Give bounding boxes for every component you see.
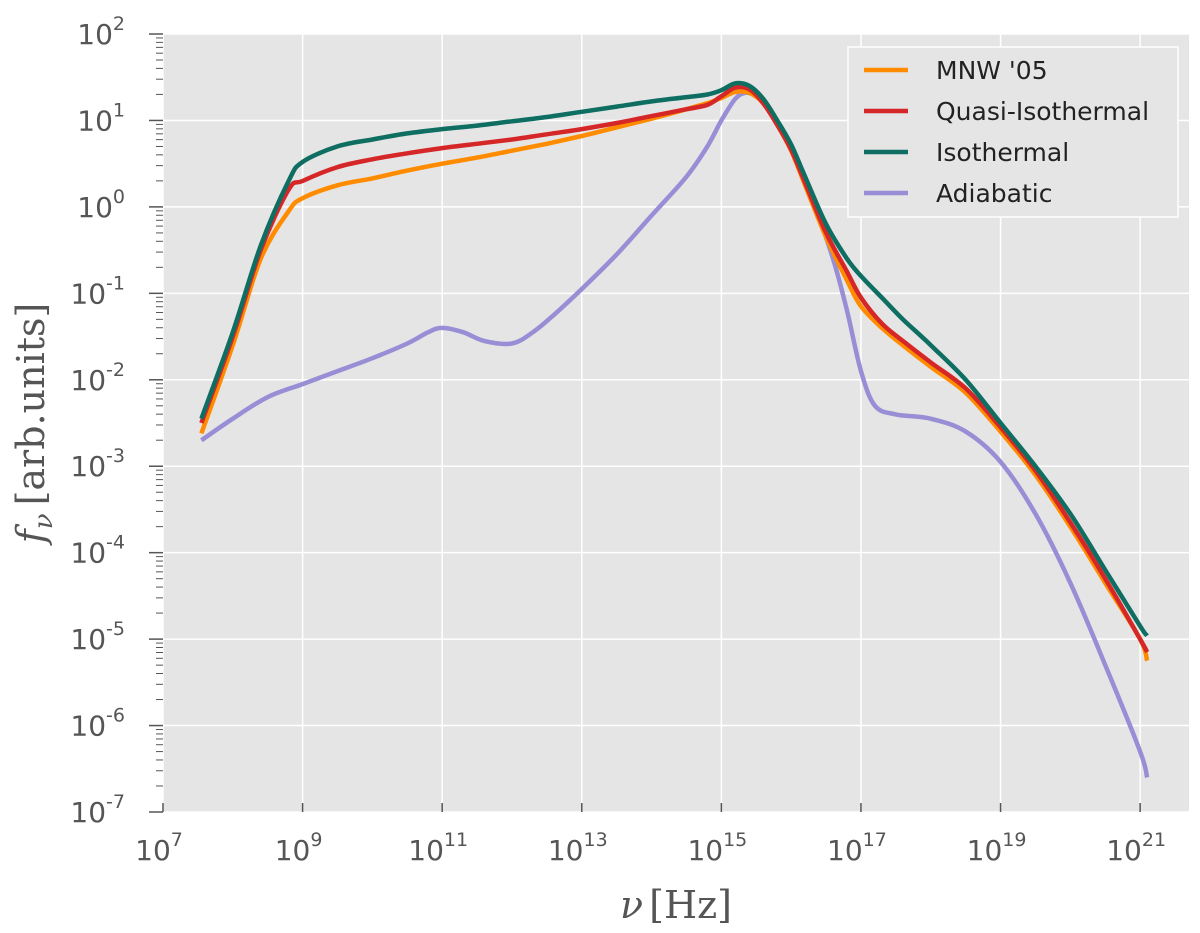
legend-label: Isothermal <box>936 138 1069 167</box>
x-tick-exp: 11 <box>444 829 468 851</box>
x-tick-label: 1017 <box>827 829 887 867</box>
x-axis-symbol: ν <box>620 883 643 927</box>
series-line-adiabatic <box>200 90 1150 778</box>
x-tick-labels: 107 109 1011 1013 1015 1017 1019 1021 <box>135 829 1166 867</box>
x-tick-label: 1021 <box>1106 829 1166 867</box>
legend-label: MNW '05 <box>936 56 1048 85</box>
x-tick-base: 10 <box>827 834 863 867</box>
series-layer <box>199 80 1150 778</box>
y-tick-exp: -4 <box>106 532 125 554</box>
legend-box <box>847 46 1179 218</box>
x-tick-exp: 19 <box>1002 829 1026 851</box>
y-tick-base: 10 <box>70 710 106 743</box>
minor-ticks <box>149 33 1141 813</box>
x-tick-label: 109 <box>275 829 323 867</box>
y-tick-label: 10-7 <box>70 791 125 829</box>
x-tick-label: 1013 <box>548 829 608 867</box>
legend-label: Quasi-Isothermal <box>936 97 1149 126</box>
y-axis-unit: [arb.units] <box>9 303 53 506</box>
x-tick-base: 10 <box>967 834 1003 867</box>
y-tick-exp: 1 <box>113 99 125 121</box>
x-axis-unit: [Hz] <box>649 883 732 927</box>
y-tick-exp: -7 <box>106 791 125 813</box>
y-tick-base: 10 <box>70 450 106 483</box>
y-tick-label: 10-6 <box>70 705 125 743</box>
y-tick-exp: -5 <box>106 618 125 640</box>
x-tick-label: 107 <box>135 829 183 867</box>
y-axis-subscript: ν <box>29 513 59 529</box>
y-tick-exp: -6 <box>106 705 125 727</box>
y-tick-base: 10 <box>70 277 106 310</box>
x-tick-base: 10 <box>1106 834 1142 867</box>
y-tick-base: 10 <box>77 191 113 224</box>
legend: MNW '05 Quasi-Isothermal Isothermal Adiabat… <box>847 46 1179 218</box>
x-tick-exp: 7 <box>171 829 183 851</box>
x-tick-base: 10 <box>687 834 723 867</box>
x-tick-label: 1011 <box>408 829 468 867</box>
y-tick-exp: -3 <box>106 445 125 467</box>
y-tick-exp: -2 <box>106 359 125 381</box>
y-tick-exp: 2 <box>113 13 125 35</box>
y-tick-exp: -1 <box>106 272 125 294</box>
x-tick-label: 1019 <box>967 829 1027 867</box>
y-tick-label: 100 <box>77 186 125 224</box>
y-tick-label: 102 <box>77 13 125 51</box>
x-tick-base: 10 <box>408 834 444 867</box>
x-tick-exp: 9 <box>310 829 322 851</box>
x-tick-exp: 15 <box>723 829 747 851</box>
x-tick-base: 10 <box>135 834 171 867</box>
y-tick-base: 10 <box>70 796 106 829</box>
y-tick-base: 10 <box>70 364 106 397</box>
y-tick-label: 10-1 <box>70 272 125 310</box>
series-line-mnw-05 <box>199 89 1150 662</box>
y-tick-exp: 0 <box>113 186 125 208</box>
y-tick-label: 10-4 <box>70 532 125 570</box>
x-tick-exp: 21 <box>1142 829 1166 851</box>
x-tick-label: 1015 <box>687 829 747 867</box>
y-tick-base: 10 <box>70 623 106 656</box>
y-tick-label: 10-2 <box>70 359 125 397</box>
x-tick-base: 10 <box>275 834 311 867</box>
x-tick-base: 10 <box>548 834 584 867</box>
y-tick-label: 10-3 <box>70 445 125 483</box>
y-tick-base: 10 <box>77 104 113 137</box>
series-line-quasi-isothermal <box>199 84 1150 654</box>
y-tick-label: 10-5 <box>70 618 125 656</box>
x-tick-exp: 13 <box>584 829 608 851</box>
y-axis-label: fν[arb.units] <box>9 303 59 547</box>
x-axis-label: ν [Hz] <box>620 883 732 927</box>
x-tick-exp: 17 <box>863 829 887 851</box>
legend-label: Adiabatic <box>936 179 1052 208</box>
y-tick-label: 101 <box>77 99 125 137</box>
y-tick-base: 10 <box>77 18 113 51</box>
y-tick-base: 10 <box>70 537 106 570</box>
series-line-isothermal <box>199 80 1149 638</box>
